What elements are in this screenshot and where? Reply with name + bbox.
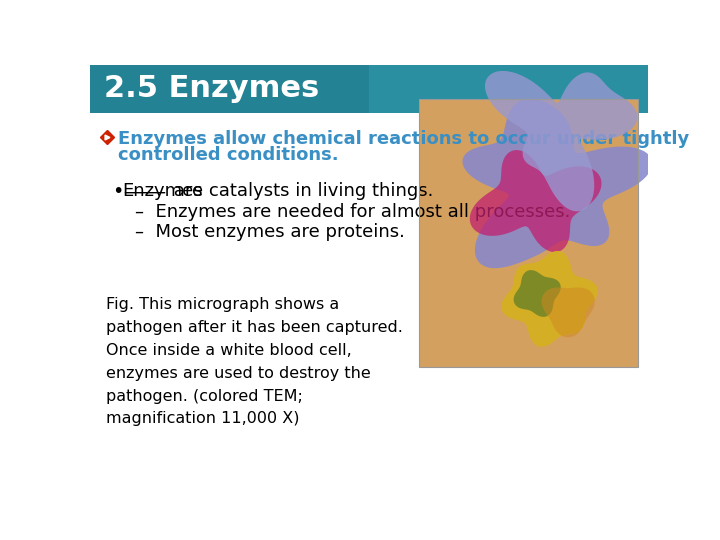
Polygon shape — [462, 99, 652, 268]
Bar — [90, 65, 369, 113]
Polygon shape — [485, 71, 637, 211]
Text: •: • — [112, 182, 123, 201]
Text: –  Enzymes are needed for almost all processes.: – Enzymes are needed for almost all proc… — [135, 202, 570, 221]
Bar — [90, 65, 648, 113]
Polygon shape — [469, 150, 601, 252]
Text: Fig. This micrograph shows a
pathogen after it has been captured.
Once inside a : Fig. This micrograph shows a pathogen af… — [106, 298, 402, 427]
Text: –  Most enzymes are proteins.: – Most enzymes are proteins. — [135, 224, 405, 241]
Text: Enzymes allow chemical reactions to occur under tightly: Enzymes allow chemical reactions to occu… — [118, 130, 689, 147]
Polygon shape — [541, 287, 595, 338]
Polygon shape — [501, 251, 598, 347]
Text: are catalysts in living things.: are catalysts in living things. — [168, 182, 433, 200]
Text: 2.5 Enzymes: 2.5 Enzymes — [104, 74, 319, 103]
Polygon shape — [513, 270, 561, 317]
Text: Enzymes: Enzymes — [122, 182, 203, 200]
Bar — [419, 99, 638, 367]
Text: controlled conditions.: controlled conditions. — [118, 146, 338, 164]
Bar — [419, 99, 638, 367]
